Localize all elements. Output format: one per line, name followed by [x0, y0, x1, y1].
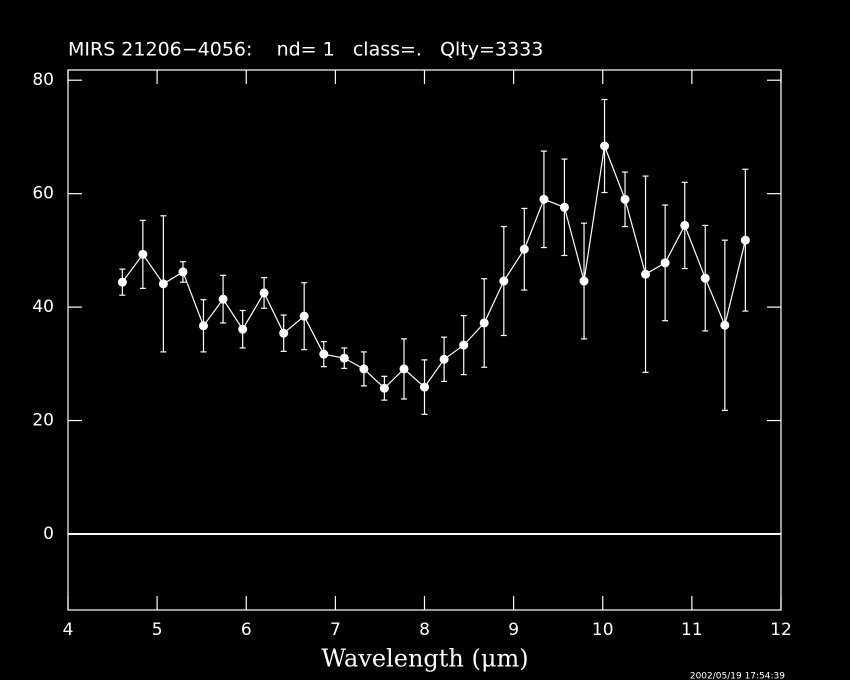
data-point [439, 354, 449, 364]
x-tick-label: 8 [419, 620, 430, 640]
x-tick-label: 7 [330, 620, 341, 640]
data-point [600, 141, 610, 151]
data-point [379, 383, 389, 393]
x-tick-label: 10 [592, 620, 614, 640]
data-point [359, 364, 369, 374]
data-point [399, 364, 409, 374]
data-point [138, 249, 148, 259]
data-point [238, 324, 248, 334]
data-point [279, 328, 289, 338]
data-point [740, 235, 750, 245]
data-point [178, 267, 188, 277]
data-point [259, 288, 269, 298]
data-point [620, 194, 630, 204]
timestamp: 2002/05/19 17:54:39 [690, 672, 785, 680]
x-tick-label: 11 [681, 620, 703, 640]
data-point [559, 202, 569, 212]
x-tick-label: 9 [508, 620, 519, 640]
data-point [680, 220, 690, 230]
y-tick-label: 20 [32, 411, 54, 431]
data-point [700, 273, 710, 283]
data-point [479, 318, 489, 328]
data-point [720, 320, 730, 330]
data-point [198, 321, 208, 331]
plot-frame [67, 69, 782, 611]
data-point [299, 311, 309, 321]
data-point [218, 294, 228, 304]
y-tick-label: 80 [32, 70, 54, 90]
data-point [319, 349, 329, 359]
data-point [117, 277, 127, 287]
x-tick-label: 12 [770, 620, 792, 640]
data-point [539, 194, 549, 204]
data-point [339, 353, 349, 363]
chart-title: MIRS 21206−4056: nd= 1 class=. Qlty=3333 [68, 39, 543, 61]
x-tick-label: 6 [241, 620, 252, 640]
y-tick-label: 40 [32, 297, 54, 317]
data-point [158, 279, 168, 289]
series-line [121, 143, 746, 390]
data-point [459, 340, 469, 350]
x-tick-label: 5 [152, 620, 163, 640]
data-point [660, 258, 670, 268]
y-tick-label: 0 [43, 524, 54, 544]
data-point [499, 276, 509, 286]
x-axis-label: Wavelength (μm) [321, 645, 528, 673]
data-point [641, 269, 651, 279]
data-point [519, 244, 529, 254]
y-tick-label: 60 [32, 184, 54, 204]
data-point [579, 276, 589, 286]
data-point [420, 382, 429, 392]
x-tick-label: 4 [63, 620, 74, 640]
